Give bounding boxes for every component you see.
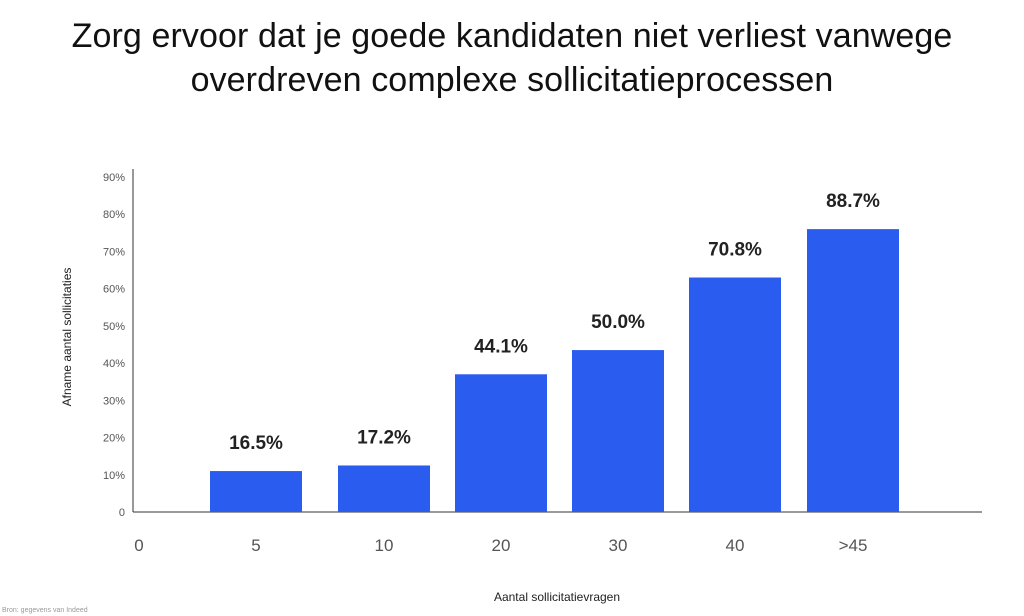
y-tick-label: 10% <box>103 470 125 482</box>
bar <box>455 374 547 512</box>
y-tick-label: 80% <box>103 209 125 221</box>
y-tick-label: 60% <box>103 284 125 296</box>
y-tick-label: 50% <box>103 321 125 333</box>
x-tick-label: 20 <box>492 536 511 555</box>
bar <box>338 465 430 512</box>
y-tick-label: 0 <box>119 507 125 519</box>
y-tick-label: 70% <box>103 246 125 258</box>
title-line-1: Zorg ervoor dat je goede kandidaten niet… <box>71 17 953 55</box>
x-tick-label: 5 <box>251 536 260 555</box>
x-tick-label: 40 <box>726 536 745 555</box>
x-tick-label: 0 <box>134 536 143 555</box>
bar <box>689 277 781 512</box>
bar <box>210 471 302 512</box>
data-label: 44.1% <box>474 336 528 357</box>
source-note: Bron: gegevens van Indeed <box>2 607 88 614</box>
y-tick-label: 30% <box>103 395 125 407</box>
data-label: 17.2% <box>357 427 411 448</box>
chart-title: Zorg ervoor dat je goede kandidaten niet… <box>0 14 1024 102</box>
title-line-2: overdreven complexe sollicitatieprocesse… <box>190 61 834 99</box>
y-axis-title: Afname aantal sollicitaties <box>60 268 74 407</box>
data-label: 16.5% <box>229 433 283 454</box>
y-tick-label: 90% <box>103 172 125 184</box>
bar <box>572 350 664 512</box>
data-label: 70.8% <box>708 240 762 261</box>
y-tick-label: 20% <box>103 433 125 445</box>
bar <box>807 229 899 512</box>
data-label: 50.0% <box>591 312 645 333</box>
y-tick-label: 40% <box>103 358 125 370</box>
x-tick-label: >45 <box>839 536 868 555</box>
data-label: 88.7% <box>826 191 880 212</box>
x-tick-label: 10 <box>375 536 394 555</box>
x-tick-label: 30 <box>609 536 628 555</box>
x-axis-title: Aantal sollicitatievragen <box>494 590 620 604</box>
